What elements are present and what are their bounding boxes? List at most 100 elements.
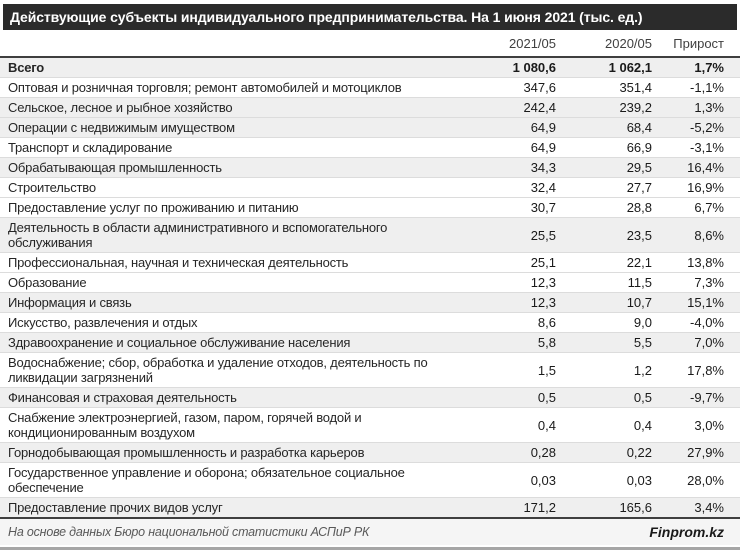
row-label: Операции с недвижимым имуществом (8, 120, 235, 135)
row-label: Предоставление прочих видов услуг (8, 500, 223, 515)
table-row: Здравоохранение и социальное обслуживани… (0, 332, 740, 352)
growth-value: 6,7% (694, 200, 724, 215)
growth-value: 16,4% (687, 160, 724, 175)
table-row: Снабжение электроэнергией, газом, паром,… (0, 407, 740, 442)
growth-value: -4,0% (690, 315, 724, 330)
growth-value: 3,0% (694, 417, 724, 433)
growth-value: -5,2% (690, 120, 724, 135)
table-row: Искусство, развлечения и отдых 8,6 9,0 -4,0… (0, 312, 740, 332)
value-2021-05: 0,03 (530, 472, 556, 488)
table-row: Профессиональная, научная и техническая … (0, 252, 740, 272)
value-2020-05: 165,6 (619, 500, 652, 515)
growth-value: 1,3% (694, 100, 724, 115)
row-label: Строительство (8, 180, 96, 195)
value-2021-05: 0,5 (537, 390, 556, 405)
value-2021-05: 25,1 (530, 255, 556, 270)
value-2021-05: 5,8 (537, 335, 556, 350)
value-2021-05: 12,3 (530, 275, 556, 290)
value-2020-05: 9,0 (633, 315, 652, 330)
value-2020-05: 27,7 (626, 180, 652, 195)
table-row: Строительство 32,4 27,7 16,9% (0, 177, 740, 197)
table-row: Сельское, лесное и рыбное хозяйство 242,4… (0, 97, 740, 117)
table-row: Водоснабжение; сбор, обработка и удалени… (0, 352, 740, 387)
table-row: Финансовая и страховая деятельность 0,5 0,… (0, 387, 740, 407)
value-2021-05: 32,4 (530, 180, 556, 195)
row-label: Обрабатывающая промышленность (8, 160, 222, 175)
table-body: Всего 1 080,6 1 062,1 1,7% Оптовая и розничн… (0, 58, 740, 519)
row-label: Государственное управление и оборона; об… (8, 465, 405, 495)
title-bar: Действующие субъекты индивидуального пре… (3, 4, 737, 30)
value-2021-05: 8,6 (537, 315, 556, 330)
footer: На основе данных Бюро национальной стати… (0, 519, 740, 545)
growth-value: 7,3% (694, 275, 724, 290)
table-row: Деятельность в области административного… (0, 217, 740, 252)
growth-value: 13,8% (687, 255, 724, 270)
table-row: Операции с недвижимым имуществом 64,9 68,4… (0, 117, 740, 137)
table-row: Информация и связь 12,3 10,7 15,1% (0, 292, 740, 312)
column-header-2021-05: 2021/05 (509, 36, 556, 51)
value-2020-05: 29,5 (626, 160, 652, 175)
value-2020-05: 239,2 (619, 100, 652, 115)
growth-value: 16,9% (687, 180, 724, 195)
value-2020-05: 66,9 (626, 140, 652, 155)
row-label: Образование (8, 275, 87, 290)
row-label: Снабжение электроэнергией, газом, паром,… (8, 410, 362, 440)
value-2021-05: 64,9 (530, 140, 556, 155)
value-2021-05: 171,2 (523, 500, 556, 515)
brand-logo: Finprom.kz (649, 524, 724, 540)
value-2020-05: 11,5 (627, 275, 652, 290)
row-label: Здравоохранение и социальное обслуживани… (8, 335, 351, 350)
value-2021-05: 25,5 (530, 227, 556, 243)
value-2021-05: 242,4 (523, 100, 556, 115)
growth-value: 17,8% (687, 362, 724, 378)
growth-value: 8,6% (694, 227, 724, 243)
row-label: Финансовая и страховая деятельность (8, 390, 237, 405)
table-row: Всего 1 080,6 1 062,1 1,7% (0, 58, 740, 77)
growth-value: 1,7% (694, 60, 724, 75)
row-label: Деятельность в области административного… (8, 220, 388, 250)
row-label: Профессиональная, научная и техническая … (8, 255, 349, 270)
value-2021-05: 64,9 (530, 120, 556, 135)
value-2021-05: 30,7 (530, 200, 556, 215)
growth-value: 28,0% (687, 472, 724, 488)
value-2021-05: 1,5 (537, 362, 556, 378)
page-title: Действующие субъекты индивидуального пре… (10, 9, 643, 25)
value-2020-05: 10,7 (626, 295, 652, 310)
table-row: Государственное управление и оборона; об… (0, 462, 740, 497)
table-row: Горнодобывающая промышленность и разрабо… (0, 442, 740, 462)
value-2020-05: 0,03 (626, 472, 652, 488)
table-row: Предоставление прочих видов услуг 171,2 16… (0, 497, 740, 517)
table-row: Предоставление услуг по проживанию и пит… (0, 197, 740, 217)
growth-value: -3,1% (690, 140, 724, 155)
table-row: Образование 12,3 11,5 7,3% (0, 272, 740, 292)
value-2021-05: 1 080,6 (512, 60, 556, 75)
column-header-2020-05: 2020/05 (605, 36, 652, 51)
row-label: Сельское, лесное и рыбное хозяйство (8, 100, 233, 115)
value-2021-05: 12,3 (530, 295, 556, 310)
row-label: Всего (8, 60, 45, 75)
row-label: Предоставление услуг по проживанию и пит… (8, 200, 299, 215)
growth-value: -1,1% (690, 80, 724, 95)
growth-value: 27,9% (687, 445, 724, 460)
value-2020-05: 0,22 (626, 445, 652, 460)
growth-value: 7,0% (694, 335, 724, 350)
value-2021-05: 347,6 (523, 80, 556, 95)
table-row: Обрабатывающая промышленность 34,3 29,5 16,… (0, 157, 740, 177)
source-note: На основе данных Бюро национальной стати… (8, 525, 370, 539)
stats-table: 2021/05 2020/05 Прирост Всего 1 080,6 1 06… (0, 32, 740, 519)
row-label: Горнодобывающая промышленность и разрабо… (8, 445, 365, 460)
row-label: Информация и связь (8, 295, 132, 310)
growth-value: -9,7% (690, 390, 724, 405)
value-2021-05: 0,4 (537, 417, 556, 433)
row-label: Транспорт и складирование (8, 140, 173, 155)
column-headers: 2021/05 2020/05 Прирост (0, 32, 740, 58)
value-2020-05: 28,8 (626, 200, 652, 215)
row-label: Оптовая и розничная торговля; ремонт авт… (8, 80, 402, 95)
value-2021-05: 0,28 (530, 445, 556, 460)
value-2020-05: 351,4 (619, 80, 652, 95)
value-2020-05: 1,2 (633, 362, 652, 378)
growth-value: 3,4% (694, 500, 724, 515)
column-header-growth: Прирост (673, 36, 724, 51)
value-2020-05: 1 062,1 (608, 60, 652, 75)
value-2020-05: 22,1 (626, 255, 652, 270)
